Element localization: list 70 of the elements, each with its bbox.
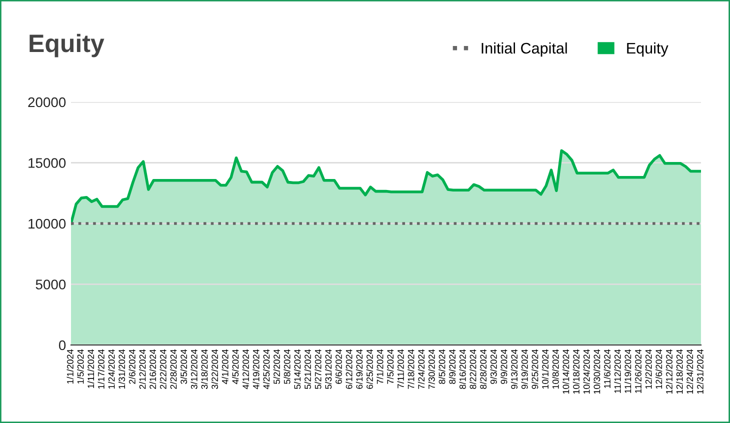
- x-tick-label: 7/30/2024: [428, 349, 435, 389]
- x-tick-label: 1/11/2024: [87, 349, 94, 388]
- x-tick-label: 5/27/2024: [314, 349, 322, 389]
- x-tick-label: 10/8/2024: [552, 349, 559, 389]
- x-tick-label: 6/6/2024: [335, 349, 342, 384]
- x-tick-label: 10/18/2024: [572, 349, 580, 394]
- x-tick-label: 4/5/2024: [232, 349, 239, 384]
- x-tick-label: 9/25/2024: [532, 349, 538, 389]
- x-tick-label: 3/18/2024: [201, 349, 208, 389]
- legend-label: Equity: [627, 42, 668, 57]
- x-tick-label: 6/12/2024: [346, 349, 352, 389]
- x-tick-label: 1/5/2024: [77, 349, 84, 384]
- x-tick-label: 6/19/2024: [356, 349, 363, 389]
- x-tick-label: 12/6/2024: [655, 349, 662, 389]
- x-tick-label: 1/31/2024: [118, 349, 126, 389]
- x-tick-label: 4/25/2024: [263, 349, 270, 390]
- x-tick-label: 8/16/2024: [459, 349, 466, 389]
- x-tick-label: 12/2/2024: [645, 349, 652, 389]
- x-tick-label: 11/26/2024: [634, 349, 642, 393]
- x-tick-label: 9/3/2024: [490, 349, 497, 384]
- chart-title: Equity: [30, 34, 104, 58]
- x-tick-label: 4/19/2024: [252, 349, 260, 390]
- x-tick-label: 11/19/2024: [624, 349, 632, 393]
- x-tick-label: 7/1/2024: [376, 349, 384, 384]
- x-tick-label: 12/18/2024: [676, 349, 683, 394]
- x-tick-label: 2/6/2024: [128, 349, 136, 384]
- x-tick-label: 1/1/2024: [66, 349, 74, 384]
- y-tick-label: 0: [58, 340, 66, 350]
- x-tick-label: 9/13/2024: [510, 349, 518, 389]
- x-tick-label: 1/17/2024: [98, 349, 104, 389]
- x-tick-label: 5/2/2024: [273, 349, 280, 384]
- x-tick-label: 2/12/2024: [139, 349, 146, 389]
- x-tick-label: 3/5/2024: [180, 349, 188, 384]
- x-tick-label: 5/8/2024: [284, 349, 290, 384]
- x-tick-label: 5/21/2024: [304, 349, 311, 389]
- x-tick-label: 8/28/2024: [480, 349, 487, 389]
- x-tick-label: 10/24/2024: [583, 349, 590, 394]
- x-tick-label: 8/5/2024: [438, 349, 446, 384]
- x-tick-label: 5/14/2024: [294, 349, 301, 389]
- x-tick-label: 7/11/2024: [397, 349, 404, 388]
- x-tick-label: 11/6/2024: [604, 349, 610, 388]
- x-tick-label: 10/14/2024: [562, 349, 570, 394]
- x-tick-label: 5/31/2024: [324, 349, 332, 389]
- legend-label: Initial Capital: [482, 42, 567, 57]
- x-tick-label: 2/28/2024: [170, 349, 177, 389]
- x-tick-label: 10/1/2024: [542, 349, 549, 389]
- y-tick-label: 10000: [28, 218, 66, 229]
- x-tick-label: 3/22/2024: [211, 349, 218, 389]
- y-tick-label: 5000: [36, 280, 66, 290]
- x-tick-label: 8/9/2024: [448, 349, 456, 384]
- x-tick-label: 3/12/2024: [190, 349, 198, 389]
- x-tick-label: 9/9/2024: [500, 349, 508, 384]
- x-tick-label: 7/24/2024: [418, 349, 425, 389]
- x-tick-label: 6/25/2024: [366, 349, 373, 389]
- x-tick-label: 7/18/2024: [408, 349, 414, 389]
- x-tick-label: 12/12/2024: [666, 349, 672, 394]
- x-tick-label: 2/16/2024: [149, 349, 156, 389]
- x-tick-label: 2/22/2024: [160, 349, 166, 389]
- y-tick-label: 15000: [28, 158, 66, 168]
- x-tick-label: 12/31/2024: [696, 349, 704, 394]
- x-tick-label: 7/5/2024: [386, 349, 394, 384]
- x-tick-label: 10/30/2024: [594, 349, 600, 394]
- x-tick-label: 12/24/2024: [686, 349, 694, 394]
- x-tick-label: 1/24/2024: [108, 349, 115, 389]
- x-tick-label: 4/1/2024: [222, 349, 228, 384]
- x-tick-label: 4/12/2024: [242, 349, 249, 390]
- x-tick-label: 9/19/2024: [521, 349, 528, 389]
- x-tick-label: 8/22/2024: [470, 349, 476, 389]
- y-tick-label: 20000: [28, 97, 66, 108]
- x-tick-label: 11/12/2024: [614, 349, 621, 393]
